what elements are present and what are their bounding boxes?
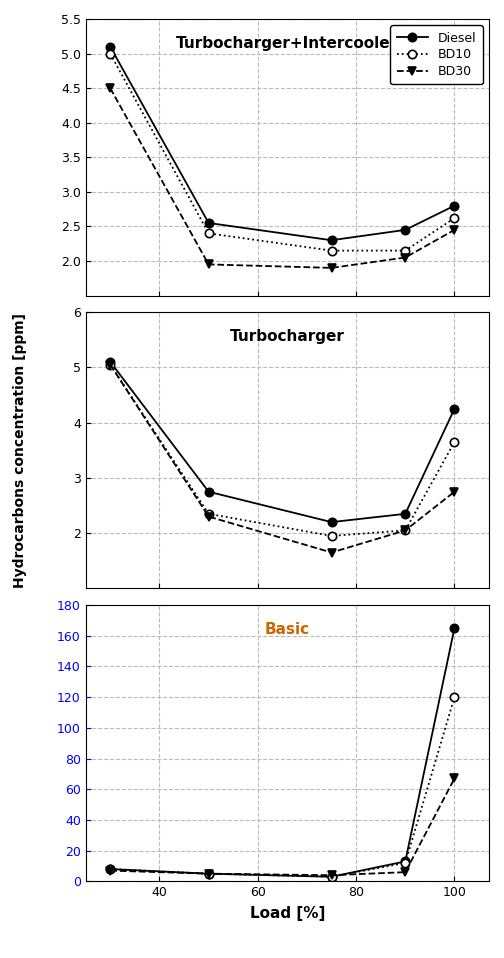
- Diesel: [329, 516, 335, 528]
- Line: BD10: BD10: [106, 693, 459, 881]
- Diesel: [329, 235, 335, 246]
- BD10: [206, 868, 212, 879]
- Diesel: [402, 508, 408, 519]
- BD10: [452, 213, 458, 224]
- Line: Diesel: Diesel: [106, 624, 459, 881]
- BD30: [329, 547, 335, 559]
- BD30: [452, 773, 458, 785]
- Text: Hydrocarbons concentration [ppm]: Hydrocarbons concentration [ppm]: [13, 312, 27, 588]
- BD30: [329, 870, 335, 881]
- Diesel: [329, 871, 335, 882]
- BD30: [206, 868, 212, 879]
- BD10: [107, 359, 113, 371]
- Diesel: [402, 855, 408, 867]
- BD30: [107, 865, 113, 877]
- BD30: [402, 866, 408, 878]
- BD10: [329, 530, 335, 541]
- BD10: [107, 863, 113, 875]
- Diesel: [452, 200, 458, 212]
- Diesel: [107, 863, 113, 875]
- BD10: [402, 857, 408, 869]
- BD10: [402, 245, 408, 257]
- Text: Turbocharger: Turbocharger: [230, 329, 345, 344]
- Diesel: [206, 486, 212, 497]
- Diesel: [107, 41, 113, 53]
- Line: BD10: BD10: [106, 360, 459, 540]
- Diesel: [452, 623, 458, 634]
- Legend: Diesel, BD10, BD30: Diesel, BD10, BD30: [390, 26, 483, 84]
- BD30: [452, 486, 458, 497]
- BD10: [452, 436, 458, 447]
- BD30: [206, 511, 212, 522]
- BD30: [452, 224, 458, 236]
- Diesel: [107, 356, 113, 368]
- Diesel: [402, 224, 408, 236]
- Diesel: [452, 403, 458, 415]
- Text: Turbocharger+Intercooler: Turbocharger+Intercooler: [176, 35, 398, 51]
- BD10: [452, 692, 458, 703]
- Diesel: [206, 217, 212, 229]
- BD30: [402, 252, 408, 263]
- Line: BD30: BD30: [106, 774, 459, 879]
- BD30: [206, 259, 212, 270]
- BD10: [206, 228, 212, 240]
- BD10: [402, 525, 408, 536]
- BD10: [329, 871, 335, 882]
- BD30: [329, 262, 335, 274]
- Line: BD30: BD30: [106, 360, 459, 557]
- Diesel: [206, 868, 212, 879]
- BD30: [402, 525, 408, 536]
- BD10: [329, 245, 335, 257]
- BD30: [107, 82, 113, 94]
- BD10: [206, 508, 212, 519]
- X-axis label: Load [%]: Load [%]: [249, 906, 325, 922]
- BD30: [107, 359, 113, 371]
- Line: BD30: BD30: [106, 84, 459, 272]
- Line: BD10: BD10: [106, 50, 459, 255]
- Line: Diesel: Diesel: [106, 357, 459, 526]
- BD10: [107, 48, 113, 59]
- Line: Diesel: Diesel: [106, 42, 459, 244]
- Text: Basic: Basic: [265, 622, 310, 637]
